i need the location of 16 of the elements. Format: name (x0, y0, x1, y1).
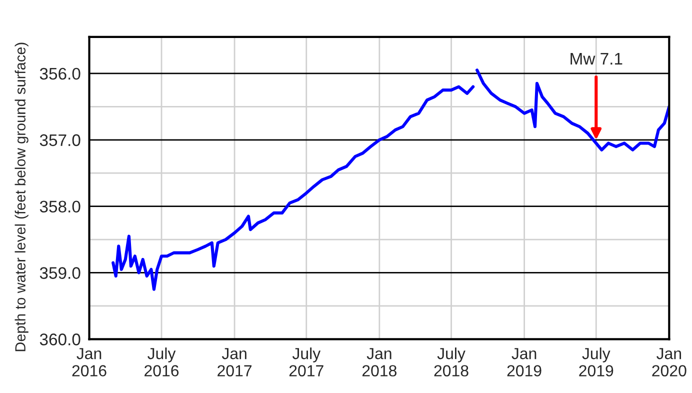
annotation: Mw 7.1 (570, 53, 622, 64)
y-tick-label: 357.0 (40, 134, 80, 146)
x-tick-label: July 2018 (434, 347, 468, 376)
x-tick-label: Jan 2016 (72, 348, 106, 376)
y-axis-title: Depth to water level (feet below ground surface) (14, 42, 28, 352)
y-tick-label: 356.0 (40, 68, 80, 80)
x-tick-label: Jan 2017 (218, 348, 252, 376)
x-tick-label: Jan 2019 (507, 348, 542, 376)
y-tick-label: 360.0 (40, 334, 80, 346)
x-tick-label: July 2016 (144, 347, 179, 376)
y-tick-label: 358.0 (40, 200, 80, 213)
x-tick-label: Jan 2020 (652, 348, 686, 376)
y-tick-label: 359.0 (40, 267, 80, 279)
x-tick-label: July 2017 (289, 347, 324, 376)
x-tick-label: July 2019 (579, 347, 614, 376)
x-tick-label: Jan 2018 (362, 348, 396, 376)
